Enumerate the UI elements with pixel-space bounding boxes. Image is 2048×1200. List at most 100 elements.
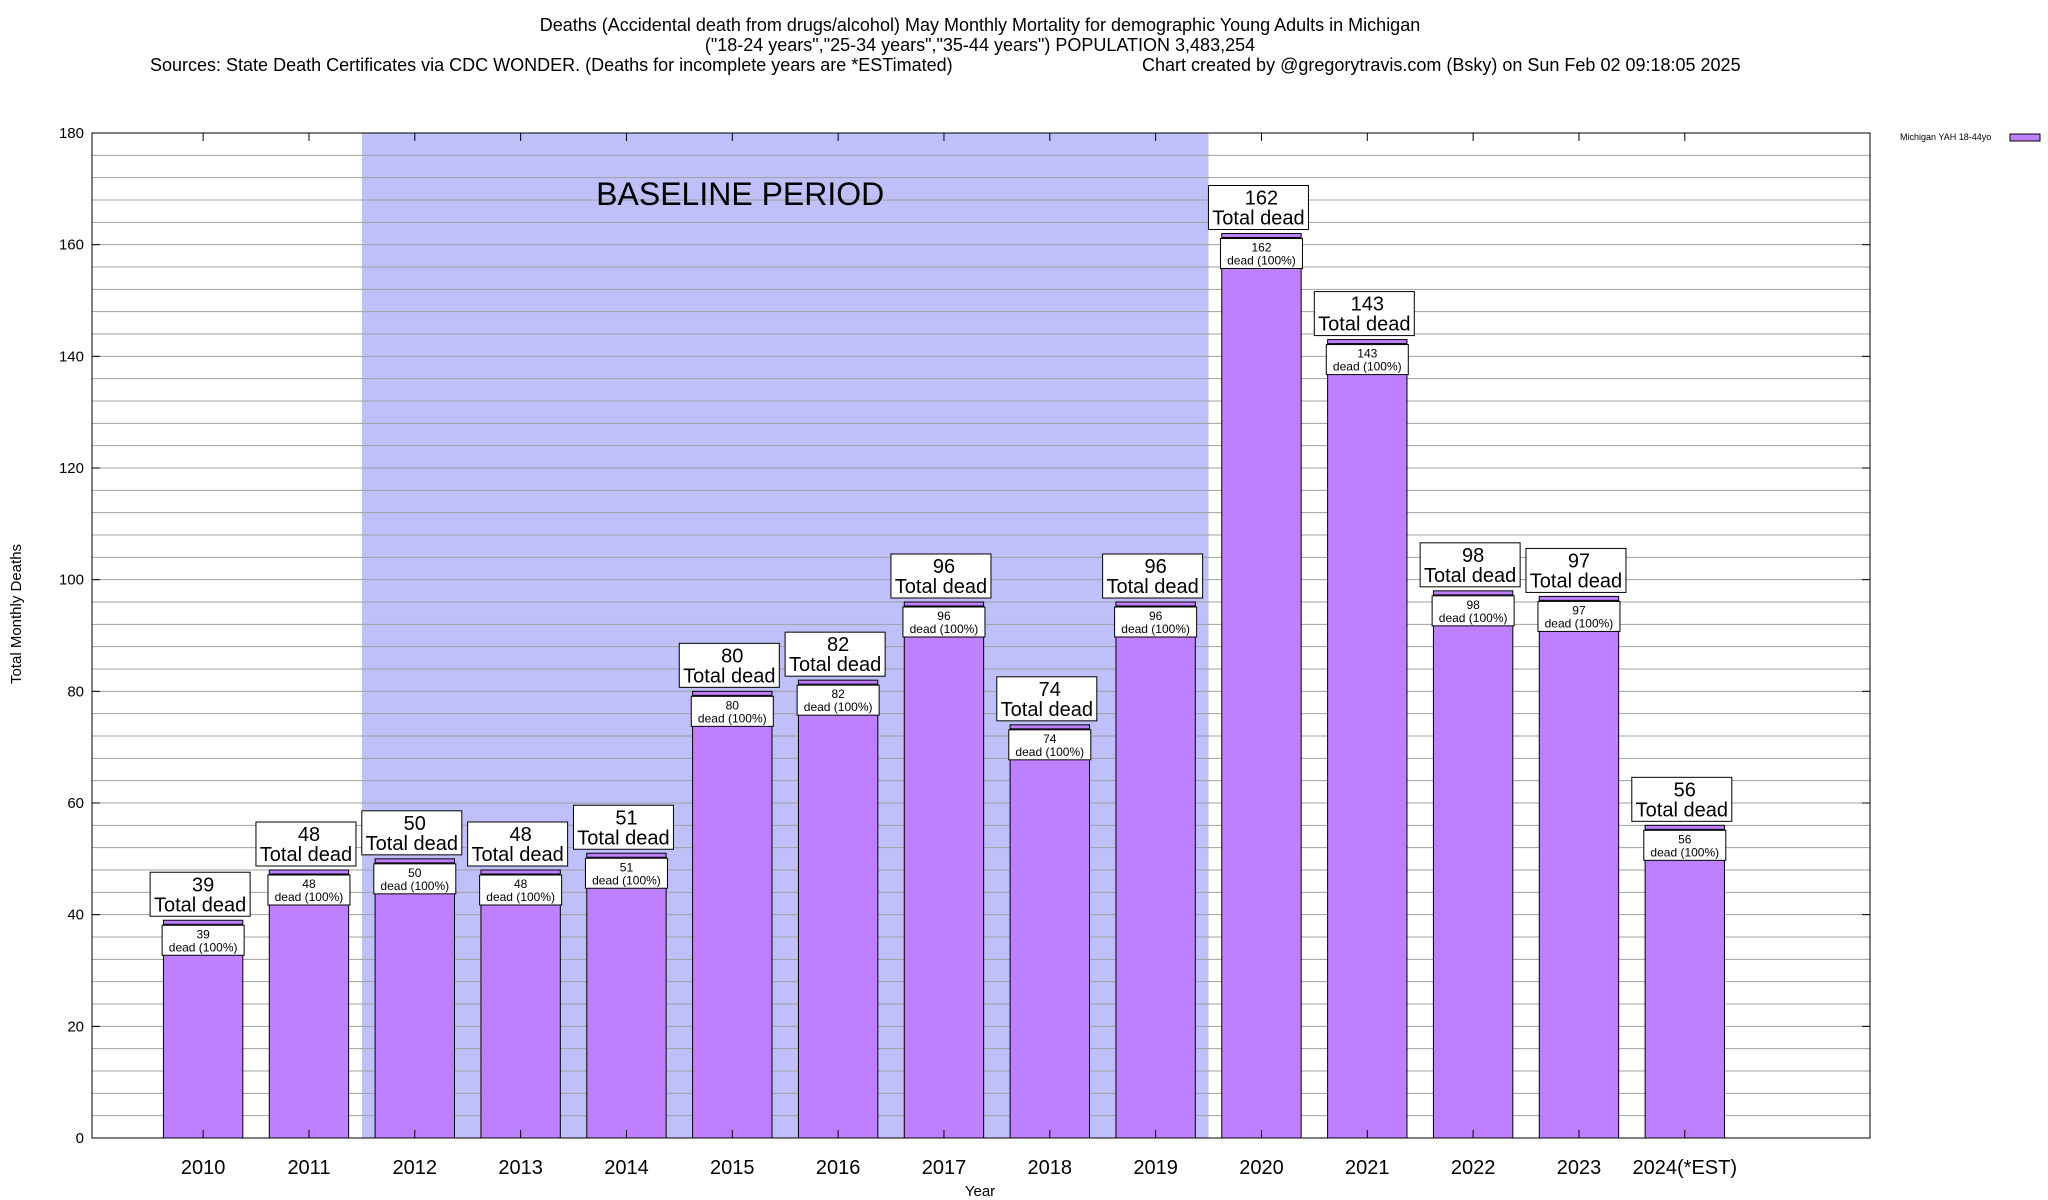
total-value-label: 48 (298, 824, 320, 846)
inner-label-box (1325, 344, 1409, 376)
legend-label: Michigan YAH 18-44yo (1900, 132, 1991, 142)
inner-dead-label: dead (100%) (1650, 845, 1719, 859)
inner-label-box (1537, 600, 1621, 632)
inner-value-label: 162 (1251, 241, 1271, 255)
inner-value-label: 96 (937, 609, 951, 623)
total-label-box (467, 821, 569, 867)
bar-2019 (1115, 601, 1196, 1139)
total-label-box (996, 676, 1098, 722)
inner-dead-label: dead (100%) (1015, 745, 1084, 759)
inner-label-box (1219, 238, 1303, 269)
x-axis-label: Year (965, 1183, 995, 1200)
bar-2021 (1327, 339, 1408, 1139)
inner-value-label: 48 (514, 877, 528, 891)
total-dead-label: Total dead (1001, 699, 1093, 721)
total-value-label: 162 (1245, 188, 1278, 210)
y-tick-label: 80 (67, 683, 84, 700)
total-value-label: 96 (933, 556, 955, 578)
inner-dead-label: dead (100%) (1333, 360, 1402, 374)
total-label-box (1525, 547, 1627, 593)
total-label-box (149, 871, 251, 917)
total-dead-label: Total dead (1106, 576, 1198, 598)
x-tick-label: 2023 (1557, 1157, 1602, 1179)
inner-label-box (902, 606, 986, 638)
y-tick-label: 60 (67, 795, 84, 812)
total-label-box (1102, 553, 1204, 599)
total-dead-label: Total dead (471, 844, 563, 866)
y-axis-label: Total Monthly Deaths (8, 544, 25, 684)
bar-2012 (374, 858, 455, 1139)
bar-2010 (162, 919, 244, 1139)
inner-value-label: 48 (302, 877, 316, 891)
total-dead-label: Total dead (1212, 208, 1304, 230)
x-tick-label: 2012 (393, 1157, 438, 1179)
total-value-label: 143 (1351, 294, 1384, 316)
bar-2024(*EST) (1644, 824, 1725, 1139)
total-dead-label: Total dead (154, 894, 246, 916)
total-label-box (1313, 291, 1415, 337)
inner-dead-label: dead (100%) (910, 622, 979, 636)
inner-label-box (479, 874, 563, 906)
x-tick-label: 2024(*EST) (1633, 1157, 1738, 1179)
inner-value-label: 56 (1678, 832, 1692, 846)
x-tick-label: 2016 (816, 1157, 861, 1179)
inner-label-box (161, 924, 245, 956)
inner-dead-label: dead (100%) (698, 711, 767, 725)
total-dead-label: Total dead (1318, 314, 1410, 336)
total-value-label: 74 (1039, 679, 1061, 701)
total-dead-label: Total dead (789, 654, 881, 676)
total-label-box (572, 804, 674, 850)
inner-value-label: 80 (726, 698, 740, 712)
x-axis-ticks: 2010 2011 2012 2013 2014 2015 2016 2017 2018 2019… (181, 133, 1737, 1179)
total-dead-label: Total dead (1530, 570, 1622, 592)
total-dead-label: Total dead (366, 833, 458, 855)
total-value-label: 96 (1145, 556, 1167, 578)
bar-2017 (903, 601, 985, 1139)
inner-dead-label: dead (100%) (592, 873, 661, 887)
total-label-box (255, 821, 357, 867)
inner-dead-label: dead (100%) (275, 890, 344, 904)
bar-2023 (1538, 595, 1620, 1139)
inner-value-label: 50 (408, 866, 422, 880)
total-dead-label: Total dead (895, 576, 987, 598)
inner-dead-label: dead (100%) (1439, 611, 1508, 625)
total-value-label: 50 (404, 813, 426, 835)
chart-title-line1: Deaths (Accidental death from drugs/alco… (540, 15, 1420, 35)
inner-label-box (1114, 606, 1198, 638)
bars-group (162, 233, 1725, 1139)
x-tick-label: 2010 (181, 1157, 226, 1179)
y-tick-label: 160 (59, 237, 84, 254)
x-tick-label: 2011 (287, 1157, 330, 1179)
x-tick-label: 2018 (1028, 1157, 1073, 1179)
bar-2016 (797, 679, 879, 1139)
total-label-box (890, 553, 992, 599)
inner-dead-label: dead (100%) (169, 940, 238, 954)
x-tick-label: 2019 (1133, 1157, 1178, 1179)
chart-title-credit: Chart created by @gregorytravis.com (Bsk… (1142, 55, 1741, 75)
total-label-box (784, 631, 886, 677)
y-tick-label: 40 (67, 907, 84, 924)
y-tick-label: 140 (59, 348, 84, 365)
bar-2015 (692, 690, 773, 1139)
inner-label-box (584, 857, 668, 889)
bar-2022 (1432, 590, 1514, 1139)
total-value-label: 51 (615, 807, 637, 829)
inner-label-box (1643, 829, 1727, 861)
bar-2018 (1009, 724, 1090, 1139)
bar-2011 (268, 869, 350, 1139)
total-value-label: 98 (1462, 545, 1484, 567)
inner-label-box (267, 874, 351, 906)
y-tick-label: 180 (59, 125, 84, 142)
total-dead-label: Total dead (260, 844, 352, 866)
total-dead-label: Total dead (1636, 799, 1728, 821)
inner-value-label: 143 (1357, 347, 1377, 361)
chart-title-sources: Sources: State Death Certificates via CD… (150, 55, 953, 75)
total-value-label: 56 (1674, 779, 1696, 801)
total-label-box (678, 642, 780, 688)
inner-value-label: 74 (1043, 732, 1057, 746)
bar-2020 (1221, 233, 1302, 1139)
inner-value-label: 96 (1149, 609, 1163, 623)
total-value-label: 97 (1568, 550, 1590, 572)
